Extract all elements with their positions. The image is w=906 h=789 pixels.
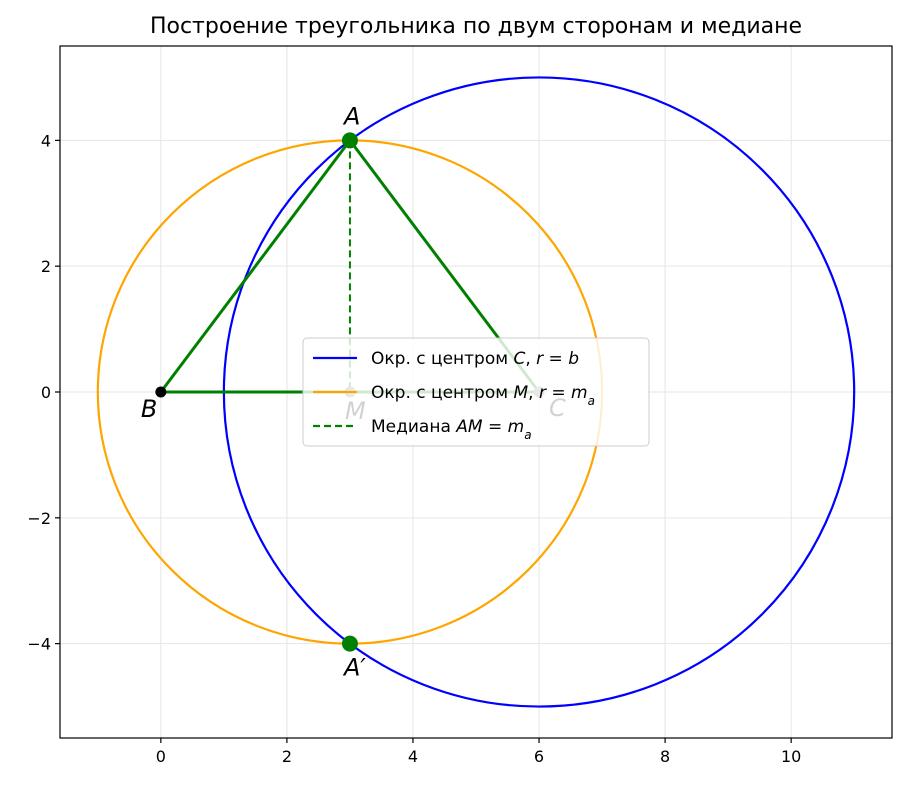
label-a: A <box>342 102 360 130</box>
legend-entry-median-label: Медиана AM = ma <box>371 417 532 442</box>
y-tick-label--2: −2 <box>27 509 51 528</box>
x-tick-label-4: 4 <box>408 747 418 766</box>
point-b <box>155 386 167 398</box>
legend-entry-circle-c: Окр. с центром C, r = b <box>313 349 579 369</box>
legend-entry-circle-m-label: Окр. с центром M, r = ma <box>371 383 595 408</box>
y-tick-label-4: 4 <box>41 131 51 150</box>
x-tick-label-8: 8 <box>660 747 670 766</box>
x-tick-label-2: 2 <box>282 747 292 766</box>
legend-entry-median: Медиана AM = ma <box>313 417 532 442</box>
point-a <box>341 132 358 149</box>
y-tick-label-0: 0 <box>41 383 51 402</box>
y-tick-label-2: 2 <box>41 257 51 276</box>
x-tick-label-0: 0 <box>156 747 166 766</box>
legend: Окр. с центром C, r = b Окр. с центром M,… <box>302 337 650 447</box>
x-tick-label-6: 6 <box>534 747 544 766</box>
legend-entry-circle-m: Окр. с центром M, r = ma <box>313 383 595 408</box>
point-a-prime <box>341 635 358 652</box>
chart-title: Построение треугольника по двум сторонам… <box>150 14 802 39</box>
x-tick-label-10: 10 <box>781 747 801 766</box>
y-tick-label--4: −4 <box>27 635 51 654</box>
legend-entry-circle-c-label: Окр. с центром C, r = b <box>371 349 579 369</box>
legend-box <box>302 337 650 447</box>
label-a-prime: A′ <box>342 654 366 682</box>
label-b: B <box>141 395 157 423</box>
